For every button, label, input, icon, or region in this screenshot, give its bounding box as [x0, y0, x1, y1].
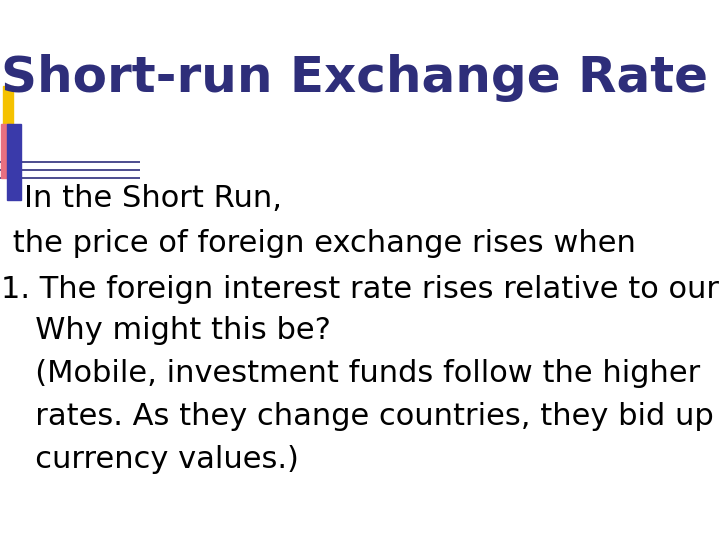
- Text: rates. As they change countries, they bid up: rates. As they change countries, they bi…: [6, 402, 714, 431]
- Text: the price of foreign exchange rises when: the price of foreign exchange rises when: [3, 230, 636, 259]
- Bar: [7, 124, 21, 200]
- Text: currency values.): currency values.): [6, 446, 299, 475]
- Text: In the Short Run,: In the Short Run,: [24, 184, 282, 213]
- Bar: [3, 86, 13, 151]
- Text: (Mobile, investment funds follow the higher: (Mobile, investment funds follow the hig…: [6, 359, 700, 388]
- Text: Short-run Exchange Rate Determination: Short-run Exchange Rate Determination: [1, 54, 720, 102]
- Text: Why might this be?: Why might this be?: [6, 316, 330, 345]
- Text: 1. The foreign interest rate rises relative to ours.: 1. The foreign interest rate rises relat…: [1, 275, 720, 305]
- Bar: [1, 124, 12, 178]
